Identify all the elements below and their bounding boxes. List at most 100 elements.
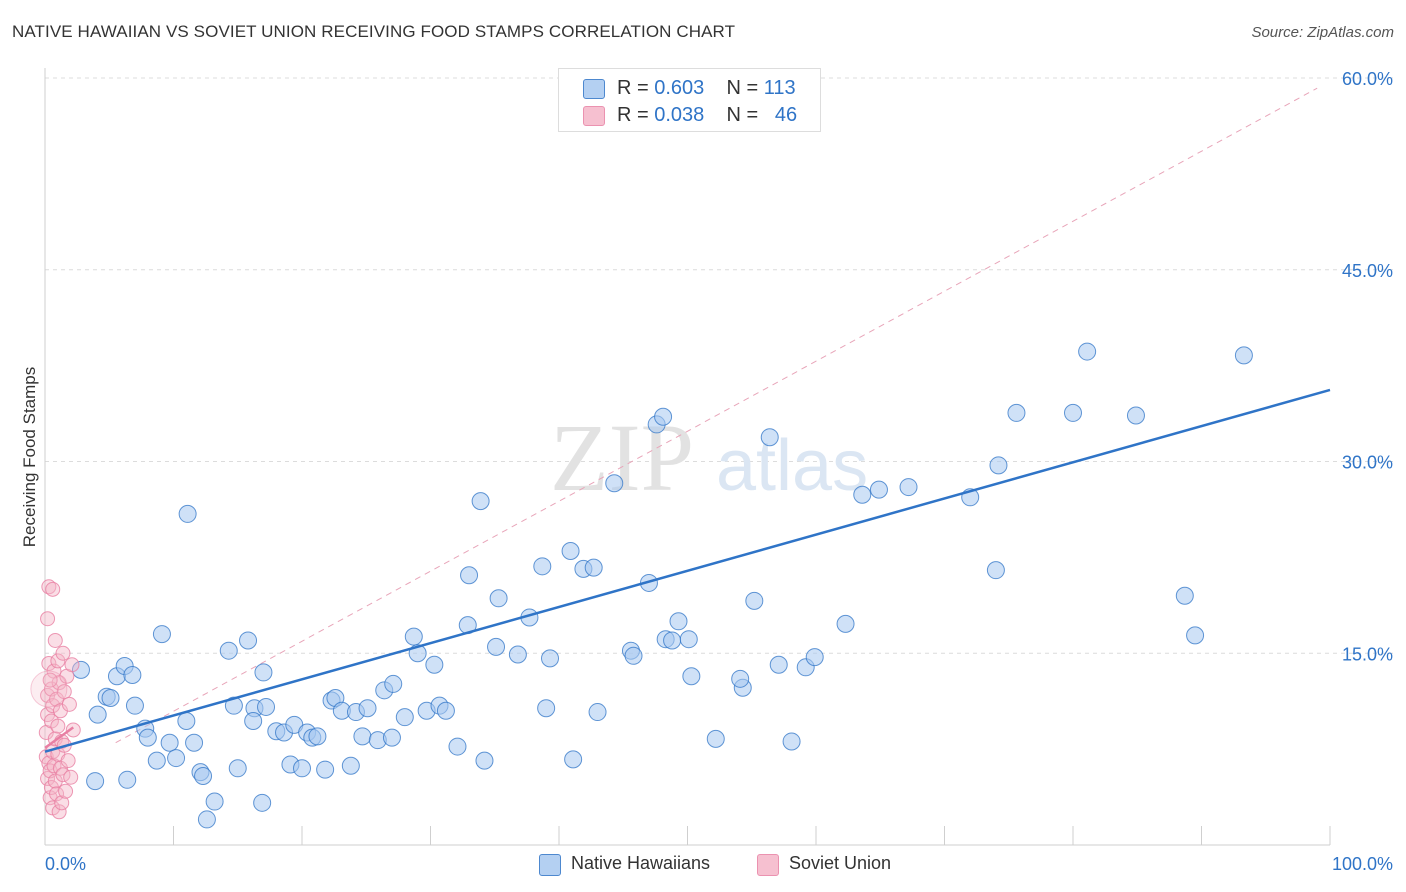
point-native-hawaiians-10	[138, 728, 157, 747]
point-native-hawaiians-103	[1078, 342, 1097, 361]
point-native-hawaiians-27	[253, 793, 272, 812]
point-soviet-union-37	[64, 657, 80, 673]
point-soviet-union-21	[50, 718, 66, 734]
point-native-hawaiians-83	[682, 667, 701, 686]
point-native-hawaiians-63	[489, 589, 508, 608]
legend-swatch-soviet-union	[583, 106, 605, 126]
point-native-hawaiians-99	[986, 561, 1005, 580]
stats-legend: R = 0.603 N = 113 R = 0.038 N = 46	[558, 68, 821, 132]
point-native-hawaiians-102	[1064, 403, 1082, 422]
point-native-hawaiians-4	[101, 688, 120, 707]
point-native-hawaiians-106	[1186, 626, 1205, 645]
point-soviet-union-44	[55, 645, 71, 661]
bottom-legend-label-soviet-union: Soviet Union	[789, 853, 892, 873]
point-soviet-union-23	[51, 675, 67, 691]
point-soviet-union-cluster	[30, 670, 68, 708]
point-native-hawaiians-70	[564, 750, 583, 769]
point-native-hawaiians-67	[541, 649, 560, 668]
point-soviet-union-43	[50, 653, 66, 669]
point-soviet-union-24	[51, 804, 67, 820]
source-label: Source: ZipAtlas.com	[1251, 24, 1394, 41]
trend-soviet-union	[44, 726, 75, 749]
point-native-hawaiians-79	[654, 407, 673, 426]
point-native-hawaiians-107	[1234, 346, 1253, 365]
point-native-hawaiians-68	[537, 699, 556, 718]
point-native-hawaiians-91	[782, 732, 801, 751]
x-tick-label-0: 0.0%	[45, 854, 86, 874]
identity-line	[115, 87, 1318, 744]
point-native-hawaiians-13	[160, 733, 179, 752]
point-native-hawaiians-51	[404, 627, 423, 646]
point-native-hawaiians-21	[205, 792, 224, 811]
point-native-hawaiians-37	[308, 727, 327, 746]
point-native-hawaiians-61	[475, 751, 494, 770]
series-soviet-union	[30, 579, 81, 820]
point-native-hawaiians-49	[384, 674, 403, 693]
point-native-hawaiians-54	[425, 655, 444, 674]
reference-line	[115, 87, 1318, 744]
point-native-hawaiians-14	[167, 749, 186, 768]
point-native-hawaiians-90	[760, 428, 779, 447]
point-soviet-union-35	[61, 696, 77, 712]
point-native-hawaiians-22	[219, 641, 238, 660]
y-tick-label-3: 60.0%	[1342, 69, 1393, 89]
point-native-hawaiians-11	[147, 751, 166, 770]
grid-lines	[45, 77, 1395, 654]
x-tick-label-1: 100.0%	[1332, 854, 1393, 874]
y-tick-label-0: 15.0%	[1342, 644, 1393, 664]
bottom-legend-swatch-native-hawaiians	[539, 854, 561, 876]
point-native-hawaiians-34	[293, 759, 311, 778]
point-native-hawaiians-94	[836, 614, 855, 633]
point-native-hawaiians-95	[853, 485, 872, 504]
point-native-hawaiians-74	[605, 474, 624, 493]
point-native-hawaiians-50	[395, 708, 414, 727]
point-native-hawaiians-62	[487, 637, 506, 656]
point-native-hawaiians-66	[533, 557, 552, 576]
point-native-hawaiians-84	[679, 630, 698, 649]
legend-swatch-native-hawaiians	[583, 79, 605, 99]
point-native-hawaiians-109	[118, 770, 137, 789]
y-tick-label-2: 45.0%	[1342, 261, 1393, 281]
point-soviet-union-20	[49, 786, 65, 802]
point-native-hawaiians-59	[460, 566, 479, 585]
point-native-hawaiians-82	[669, 612, 688, 631]
y-tick-label-1: 30.0%	[1342, 453, 1393, 473]
point-soviet-union-45	[42, 672, 58, 688]
point-native-hawaiians-105	[1175, 586, 1194, 605]
legend-text-native-hawaiians: R = 0.603 N = 113	[617, 77, 796, 99]
point-soviet-union-19	[49, 691, 65, 707]
point-native-hawaiians-101	[1007, 403, 1026, 422]
point-native-hawaiians-42	[341, 756, 360, 775]
point-native-hawaiians-15	[177, 712, 196, 731]
point-native-hawaiians-100	[989, 456, 1008, 475]
point-native-hawaiians-81	[663, 631, 682, 650]
point-native-hawaiians-73	[588, 703, 607, 722]
point-native-hawaiians-29	[254, 663, 273, 682]
point-native-hawaiians-18	[197, 810, 216, 829]
bottom-legend-label-native-hawaiians: Native Hawaiians	[571, 853, 711, 873]
point-native-hawaiians-108	[244, 712, 263, 731]
point-soviet-union-42	[47, 632, 63, 648]
point-native-hawaiians-89	[769, 655, 788, 674]
point-native-hawaiians-72	[584, 558, 603, 577]
point-native-hawaiians-2	[88, 705, 107, 724]
point-soviet-union-27	[54, 795, 70, 811]
point-native-hawaiians-23	[224, 696, 243, 715]
point-native-hawaiians-88	[745, 591, 764, 610]
point-native-hawaiians-28	[257, 697, 276, 716]
point-native-hawaiians-7	[123, 665, 142, 684]
point-soviet-union-34	[60, 753, 76, 769]
point-native-hawaiians-19	[194, 766, 213, 785]
point-soviet-union-30	[56, 684, 72, 700]
point-soviet-union-5	[41, 655, 57, 671]
point-native-hawaiians-1	[86, 772, 105, 791]
y-axis-label: Receiving Food Stamps	[20, 367, 39, 547]
point-native-hawaiians-44	[353, 727, 372, 746]
axes	[44, 68, 1331, 846]
point-native-hawaiians-76	[624, 646, 643, 665]
watermark-atlas: atlas	[716, 426, 868, 506]
trend-native-hawaiians	[44, 388, 1331, 753]
chart-title: NATIVE HAWAIIAN VS SOVIET UNION RECEIVIN…	[12, 22, 736, 41]
point-native-hawaiians-56	[436, 701, 455, 720]
